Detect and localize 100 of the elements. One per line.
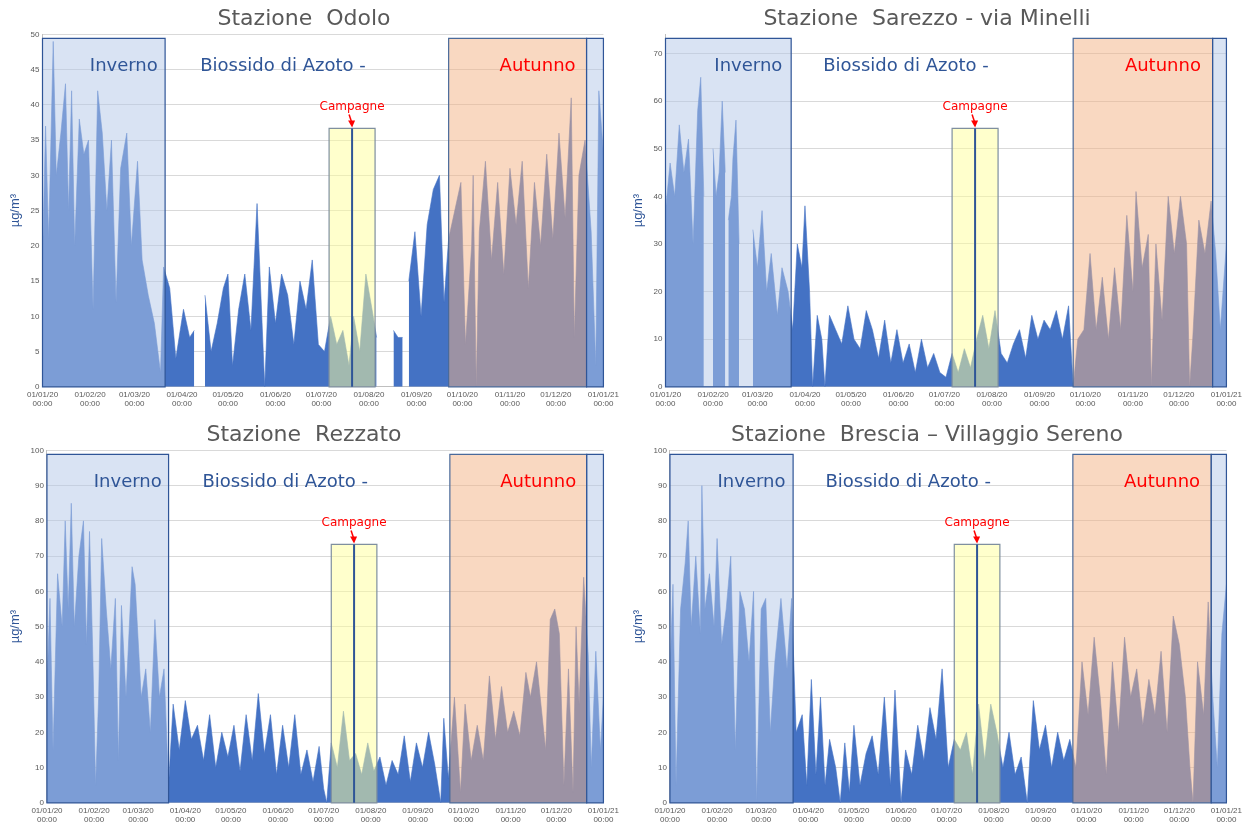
x-tick-label: 01/05/20 00:00 — [215, 805, 248, 825]
chart-title: Stazione Sarezzo - via Minelli — [763, 4, 1091, 30]
y-tick-label: 100 — [30, 445, 45, 455]
band-label: Autunno — [499, 54, 576, 76]
x-tick-label: 01/09/20 00:00 — [402, 805, 435, 825]
x-tick-label: 01/09/20 00:00 — [1023, 389, 1056, 409]
y-tick-label: 20 — [658, 727, 668, 737]
x-tick-label: 01/04/20 00:00 — [166, 389, 199, 409]
x-tick-label: 01/03/20 00:00 — [118, 389, 151, 409]
y-tick-label: 45 — [30, 64, 41, 74]
x-tick-label: 01/04/20 00:00 — [789, 389, 822, 409]
x-tick-label: 01/10/20 00:00 — [1069, 389, 1102, 409]
y-tick-label: 5 — [35, 346, 41, 356]
x-tick-label: 01/10/20 00:00 — [1070, 805, 1103, 825]
x-tick-label: 01/05/20 00:00 — [212, 389, 245, 409]
x-tick-label: 01/01/21 00:00 — [587, 389, 620, 409]
x-tick-label: 01/06/20 00:00 — [259, 389, 292, 409]
y-tick-label: 100 — [653, 445, 668, 455]
x-tick-label: 01/08/20 00:00 — [976, 389, 1009, 409]
y-tick-label: 70 — [35, 551, 45, 561]
y-tick-label: 80 — [658, 516, 668, 526]
y-tick-label: 60 — [658, 586, 668, 596]
x-tick-label: 01/12/20 00:00 — [540, 389, 573, 409]
y-tick-label: 90 — [658, 480, 668, 490]
x-tick-label: 01/09/20 00:00 — [1025, 805, 1058, 825]
x-tick-label: 01/11/20 00:00 — [495, 805, 527, 825]
x-tick-label: 01/05/20 00:00 — [835, 389, 868, 409]
x-tick-label: 01/01/20 00:00 — [654, 805, 687, 825]
y-tick-label: 0 — [662, 798, 668, 807]
y-tick-label: 50 — [35, 621, 45, 631]
x-tick-label: 01/12/20 00:00 — [1163, 805, 1196, 825]
x-tick-label: 01/11/20 00:00 — [494, 389, 526, 409]
x-tick-label: 01/02/20 00:00 — [78, 805, 111, 825]
y-tick-label: 40 — [35, 657, 45, 667]
x-tick-label: 01/01/21 00:00 — [1210, 805, 1243, 825]
y-tick-label: 0 — [39, 798, 45, 807]
y-tick-label: 15 — [30, 276, 41, 286]
band-label: Inverno — [93, 470, 162, 492]
text: Biossido di Azoto - — [823, 54, 989, 76]
x-tick-label: 01/07/20 00:00 — [305, 389, 338, 409]
x-tick-label: 01/10/20 00:00 — [447, 805, 480, 825]
y-tick-label: 20 — [30, 241, 41, 251]
x-tick-label: 01/12/20 00:00 — [1163, 389, 1196, 409]
y-tick-label: 50 — [653, 143, 664, 153]
x-tick-label: 01/01/21 00:00 — [587, 805, 620, 825]
band-label: Autunno — [1124, 470, 1201, 492]
y-tick-label: 10 — [35, 762, 45, 772]
y-axis-title: µg/m³ — [7, 193, 23, 228]
x-tick-label: 01/04/20 00:00 — [792, 805, 825, 825]
x-tick-label: 01/06/20 00:00 — [882, 389, 915, 409]
band-label: Campagne — [942, 98, 1008, 113]
y-tick-label: 70 — [658, 551, 668, 561]
y-tick-label: 10 — [30, 311, 41, 321]
y-axis-title: µg/m³ — [7, 609, 23, 644]
x-tick-label: 01/01/20 00:00 — [649, 389, 682, 409]
x-tick-label: 01/07/20 00:00 — [308, 805, 340, 825]
x-tick-label: 01/11/20 00:00 — [1117, 389, 1149, 409]
x-tick-label: 01/02/20 00:00 — [74, 389, 107, 409]
text: Biossido di Azoto - — [202, 470, 368, 492]
x-tick-label: 01/02/20 00:00 — [701, 805, 734, 825]
chart-title: Stazione Brescia – Villaggio Sereno — [731, 420, 1123, 446]
y-tick-label: 40 — [653, 191, 664, 201]
band-label: Campagne — [319, 98, 385, 113]
x-tick-label: 01/12/20 00:00 — [540, 805, 573, 825]
y-tick-label: 50 — [30, 29, 41, 39]
x-tick-label: 01/03/20 00:00 — [745, 805, 778, 825]
x-tick-label: 01/03/20 00:00 — [122, 805, 155, 825]
y-axis-title: µg/m³ — [630, 609, 646, 644]
band-label: Inverno — [717, 470, 786, 492]
band-label: Autunno — [500, 470, 577, 492]
band-label: Inverno — [89, 54, 158, 76]
y-tick-label: 20 — [35, 727, 45, 737]
chart-title: Stazione Rezzato — [206, 420, 402, 446]
band-label: Autunno — [1124, 54, 1201, 76]
band-label: Campagne — [944, 514, 1010, 529]
x-tick-label: 01/08/20 00:00 — [353, 389, 386, 409]
text: Biossido di Azoto - — [200, 54, 366, 76]
y-tick-label: 50 — [658, 621, 668, 631]
y-tick-label: 10 — [653, 334, 664, 344]
y-tick-label: 30 — [658, 692, 668, 702]
y-tick-label: 0 — [658, 382, 664, 391]
x-tick-label: 01/01/20 00:00 — [31, 805, 64, 825]
x-tick-label: 01/04/20 00:00 — [169, 805, 202, 825]
x-tick-label: 01/03/20 00:00 — [741, 389, 774, 409]
band-label: Campagne — [321, 514, 387, 529]
x-tick-label: 01/07/20 00:00 — [928, 389, 961, 409]
x-tick-label: 01/06/20 00:00 — [885, 805, 918, 825]
x-tick-label: 01/05/20 00:00 — [838, 805, 871, 825]
x-tick-label: 01/08/20 00:00 — [355, 805, 387, 825]
y-tick-label: 0 — [35, 382, 41, 391]
y-axis-title: µg/m³ — [630, 193, 646, 228]
x-tick-label: 01/07/20 00:00 — [931, 805, 963, 825]
y-tick-label: 40 — [30, 100, 41, 110]
y-tick-label: 30 — [35, 692, 45, 702]
y-tick-label: 10 — [658, 762, 668, 772]
x-tick-label: 01/10/20 00:00 — [446, 389, 479, 409]
chart-title: Stazione Odolo — [217, 4, 391, 30]
y-tick-label: 35 — [30, 135, 41, 145]
band-label: Inverno — [714, 54, 783, 76]
y-tick-label: 70 — [653, 48, 664, 58]
